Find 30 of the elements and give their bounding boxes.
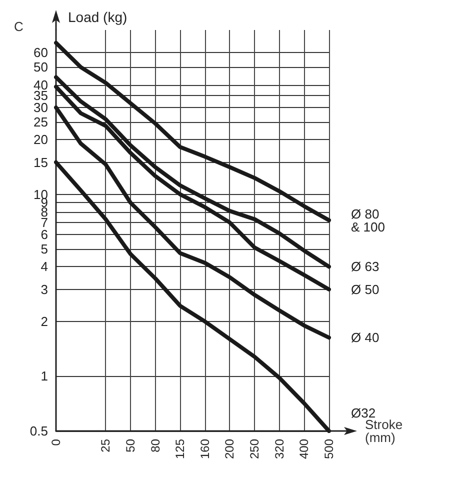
y-tick-label: 2	[40, 314, 48, 329]
y-tick-label: 15	[34, 154, 48, 170]
y-tick-label: 5	[40, 242, 48, 257]
x-tick-label: 500	[322, 438, 336, 460]
y-axis-title: Load (kg)	[68, 9, 128, 25]
series-label: Ø 40	[351, 330, 380, 346]
y-tick-label: 0.5	[30, 424, 48, 438]
x-tick-label: 320	[272, 438, 286, 460]
y-tick-label: 3	[40, 282, 48, 297]
y-tick-label: 60	[34, 45, 48, 60]
x-tick-label: 160	[198, 438, 212, 460]
x-tick-label: 80	[148, 438, 162, 452]
x-tick-label: 25	[98, 438, 113, 452]
y-tick-label: 4	[40, 259, 48, 274]
x-tick-label: 50	[123, 438, 138, 452]
text: C	[14, 19, 24, 34]
x-tick-label: 125	[173, 438, 188, 460]
x-tick-label: 0	[49, 438, 63, 446]
series-label: Ø 50	[351, 282, 380, 297]
y-tick-label: 20	[34, 132, 48, 148]
y-tick-label: 1	[40, 368, 48, 384]
y-tick-label: 30	[34, 100, 48, 115]
y-tick-label: 50	[34, 60, 48, 75]
y-tick-label: 6	[40, 227, 48, 242]
x-tick-label: 250	[248, 438, 262, 460]
y-tick-label: 25	[34, 114, 48, 130]
series-label: Ø 80 & 100	[351, 206, 385, 234]
series-label: Ø 63	[351, 259, 380, 274]
x-tick-label: 200	[222, 438, 237, 460]
x-tick-label: 400	[297, 438, 312, 460]
